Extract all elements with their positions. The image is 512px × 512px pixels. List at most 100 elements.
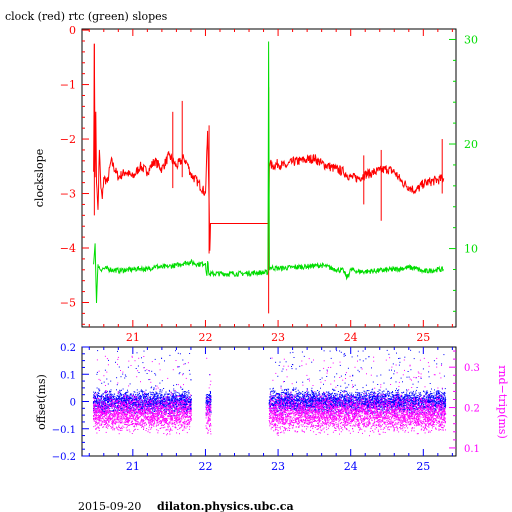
blue-point xyxy=(313,397,315,399)
blue-point xyxy=(208,404,210,406)
blue-point xyxy=(430,393,432,395)
blue-point xyxy=(104,399,106,401)
blue-point xyxy=(375,406,377,408)
blue-point xyxy=(118,397,120,399)
blue-point xyxy=(330,393,332,395)
blue-point xyxy=(173,388,175,390)
blue-point xyxy=(344,353,346,355)
blue-point xyxy=(110,398,112,400)
blue-point xyxy=(332,392,333,394)
blue-point xyxy=(401,404,403,406)
blue-point xyxy=(311,390,313,392)
blue-point xyxy=(414,408,416,410)
blue-point xyxy=(302,391,304,393)
blue-point xyxy=(272,387,274,389)
blue-point xyxy=(318,404,320,406)
blue-point xyxy=(418,398,420,400)
blue-point xyxy=(402,398,404,400)
blue-point xyxy=(305,395,307,397)
blue-point xyxy=(167,396,169,398)
blue-point xyxy=(173,390,175,392)
blue-point xyxy=(361,392,363,394)
blue-point xyxy=(188,401,189,402)
blue-point xyxy=(365,398,367,400)
blue-point xyxy=(421,400,423,402)
blue-point xyxy=(282,400,284,402)
blue-point xyxy=(317,403,319,405)
blue-point xyxy=(280,399,282,401)
blue-point xyxy=(433,396,435,397)
blue-point xyxy=(272,390,273,392)
blue-point xyxy=(168,402,170,404)
blue-point xyxy=(295,405,297,407)
blue-point xyxy=(384,401,386,403)
blue-point xyxy=(428,400,430,402)
blue-point xyxy=(419,393,421,395)
blue-point xyxy=(186,394,188,396)
blue-point xyxy=(207,399,209,401)
blue-point xyxy=(430,401,432,403)
blue-point xyxy=(96,373,98,375)
blue-point xyxy=(375,396,377,398)
blue-point xyxy=(206,397,208,399)
blue-point xyxy=(284,402,286,404)
blue-point xyxy=(313,400,315,402)
blue-point xyxy=(348,400,350,402)
blue-point xyxy=(162,404,164,406)
blue-point xyxy=(293,395,295,397)
blue-point xyxy=(151,386,153,388)
blue-point xyxy=(149,397,151,399)
blue-point xyxy=(354,384,356,386)
blue-point xyxy=(310,400,312,402)
blue-point xyxy=(172,404,174,406)
blue-point xyxy=(281,398,283,400)
blue-point xyxy=(419,395,421,397)
blue-point xyxy=(181,407,183,409)
blue-point xyxy=(164,410,166,412)
blue-point xyxy=(365,358,367,360)
blue-point xyxy=(326,391,328,393)
blue-point xyxy=(152,407,154,409)
x-tick-label: 21 xyxy=(126,331,140,344)
blue-point xyxy=(148,411,150,413)
blue-point xyxy=(303,402,305,404)
blue-point xyxy=(293,387,295,389)
blue-point xyxy=(111,394,113,396)
blue-point xyxy=(367,398,369,400)
blue-point xyxy=(378,397,380,399)
blue-point xyxy=(333,403,335,405)
blue-point xyxy=(378,403,380,405)
blue-point xyxy=(297,393,299,395)
blue-point xyxy=(420,402,422,404)
blue-point xyxy=(418,396,420,398)
blue-point xyxy=(107,394,109,395)
blue-point xyxy=(397,399,399,400)
blue-point xyxy=(182,406,184,408)
blue-point xyxy=(306,403,308,405)
blue-point xyxy=(298,391,300,393)
blue-point xyxy=(371,399,373,400)
blue-point xyxy=(443,399,445,401)
blue-point xyxy=(190,404,191,406)
blue-point xyxy=(108,398,109,400)
blue-point xyxy=(112,396,113,398)
blue-point xyxy=(164,394,166,396)
left-tick-label: 0 xyxy=(69,24,76,37)
blue-point xyxy=(423,397,424,399)
blue-point xyxy=(181,397,183,399)
blue-point xyxy=(177,395,179,397)
blue-point xyxy=(304,408,306,410)
blue-point xyxy=(156,393,158,395)
blue-point xyxy=(396,352,397,354)
blue-point xyxy=(155,406,157,407)
blue-point xyxy=(145,396,146,398)
blue-point xyxy=(374,396,376,398)
blue-point xyxy=(278,405,280,407)
blue-point xyxy=(130,400,132,402)
blue-point xyxy=(305,406,307,408)
blue-point xyxy=(306,399,307,401)
blue-point xyxy=(389,401,391,403)
blue-point xyxy=(432,395,433,397)
blue-point xyxy=(437,392,439,394)
blue-point xyxy=(404,398,406,400)
